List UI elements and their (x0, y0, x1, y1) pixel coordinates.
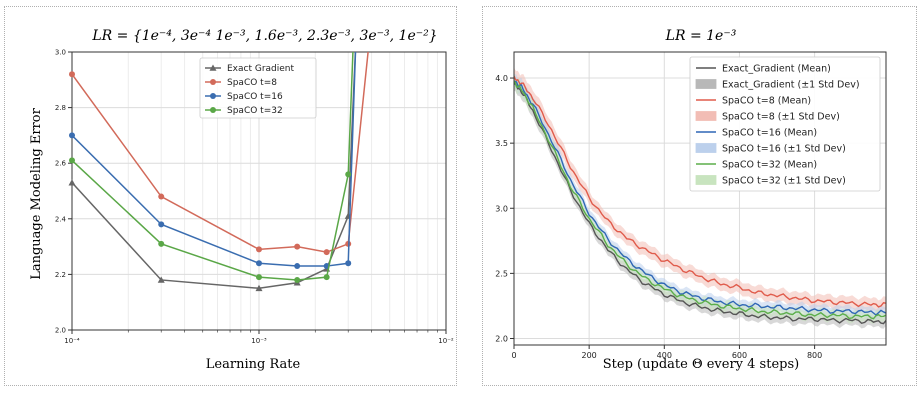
x-tick-label: 400 (657, 351, 672, 360)
legend-swatch (695, 79, 717, 89)
data-point (294, 263, 301, 270)
legend-label: SpaCO t=32 (Mean) (722, 160, 817, 171)
y-tick-label: 2.0 (55, 327, 66, 335)
y-tick-label: 3.0 (495, 204, 508, 213)
data-point (69, 71, 75, 78)
x-tick-label: 200 (582, 351, 597, 360)
data-point (158, 240, 165, 247)
data-point (255, 284, 263, 292)
data-point (345, 171, 352, 178)
legend-box (199, 57, 317, 119)
data-point (256, 260, 262, 267)
plot-frame (513, 51, 887, 346)
x-tick-label: 10⁻⁴ (64, 337, 80, 345)
legend-marker (209, 64, 217, 71)
data-point (69, 132, 75, 139)
step-curve-chart: LR = 1e⁻³ Step (update Θ every 4 steps) … (495, 28, 887, 372)
legend-label: SpaCO t=16 (227, 92, 283, 102)
y-tick-label: 3.5 (495, 139, 508, 148)
learning-rate-chart: LR = {1e⁻⁴, 3e⁻⁴ 1e⁻³, 1.6e⁻³, 2.3e⁻³, 3… (29, 28, 454, 372)
legend-label: Exact Gradient (227, 64, 295, 74)
plot-frame (71, 51, 447, 331)
mean-line (513, 80, 887, 320)
legend-label: SpaCO t=16 (±1 Std Dev) (722, 144, 846, 155)
legend-label: SpaCO t=16 (Mean) (722, 128, 817, 139)
chart-title: LR = {1e⁻⁴, 3e⁻⁴ 1e⁻³, 1.6e⁻³, 2.3e⁻³, 3… (91, 28, 437, 44)
right-panel-frame (482, 6, 917, 386)
x-axis-label: Step (update Θ every 4 steps) (603, 357, 799, 372)
data-point (157, 276, 165, 283)
data-point (69, 157, 75, 164)
x-axis-label: Learning Rate (206, 357, 301, 372)
left-panel-frame (4, 6, 457, 386)
y-tick-label: 3.0 (55, 49, 66, 57)
x-tick-label: 10⁻³ (251, 337, 267, 345)
y-tick-label: 2.6 (55, 160, 67, 168)
legend-box (689, 56, 881, 192)
y-tick-label: 2.5 (495, 269, 508, 278)
legend-label: SpaCO t=8 (227, 78, 277, 88)
legend-label: Exact_Gradient (Mean) (722, 64, 831, 75)
y-axis-label: Language Modeling Error (29, 107, 44, 279)
legend-label: SpaCO t=32 (±1 Std Dev) (722, 176, 846, 187)
data-point (68, 179, 76, 186)
data-point (294, 243, 301, 250)
mean-line (513, 80, 887, 316)
legend-label: SpaCO t=8 (Mean) (722, 96, 811, 107)
data-point (256, 274, 262, 281)
data-point (158, 193, 165, 200)
legend-swatch (695, 143, 717, 153)
y-tick-label: 2.8 (55, 104, 66, 112)
data-point (256, 246, 262, 253)
std-band (514, 66, 886, 314)
x-tick-label: 600 (732, 351, 747, 360)
y-tick-label: 2.0 (495, 334, 508, 343)
legend-label: SpaCO t=8 (±1 Std Dev) (722, 112, 840, 123)
legend-marker (210, 79, 216, 85)
chart-title: LR = 1e⁻³ (665, 28, 737, 44)
data-point (323, 274, 330, 281)
data-point (158, 221, 165, 228)
x-tick-label: 10⁻² (438, 337, 454, 345)
mean-line (513, 75, 887, 308)
y-tick-label: 2.2 (55, 271, 66, 279)
data-point (294, 276, 301, 283)
data-point (323, 249, 330, 256)
legend-swatch (695, 111, 717, 121)
y-tick-label: 4.0 (495, 74, 508, 83)
data-point (345, 260, 352, 267)
x-tick-label: 800 (807, 351, 822, 360)
legend-marker (210, 107, 216, 113)
legend-label: Exact_Gradient (±1 Std Dev) (722, 80, 860, 91)
legend-label: SpaCO t=32 (227, 106, 283, 116)
mean-line (513, 82, 887, 325)
legend-marker (210, 93, 216, 99)
legend-swatch (695, 175, 717, 185)
y-tick-label: 2.4 (55, 215, 67, 223)
x-tick-label: 0 (511, 351, 516, 360)
